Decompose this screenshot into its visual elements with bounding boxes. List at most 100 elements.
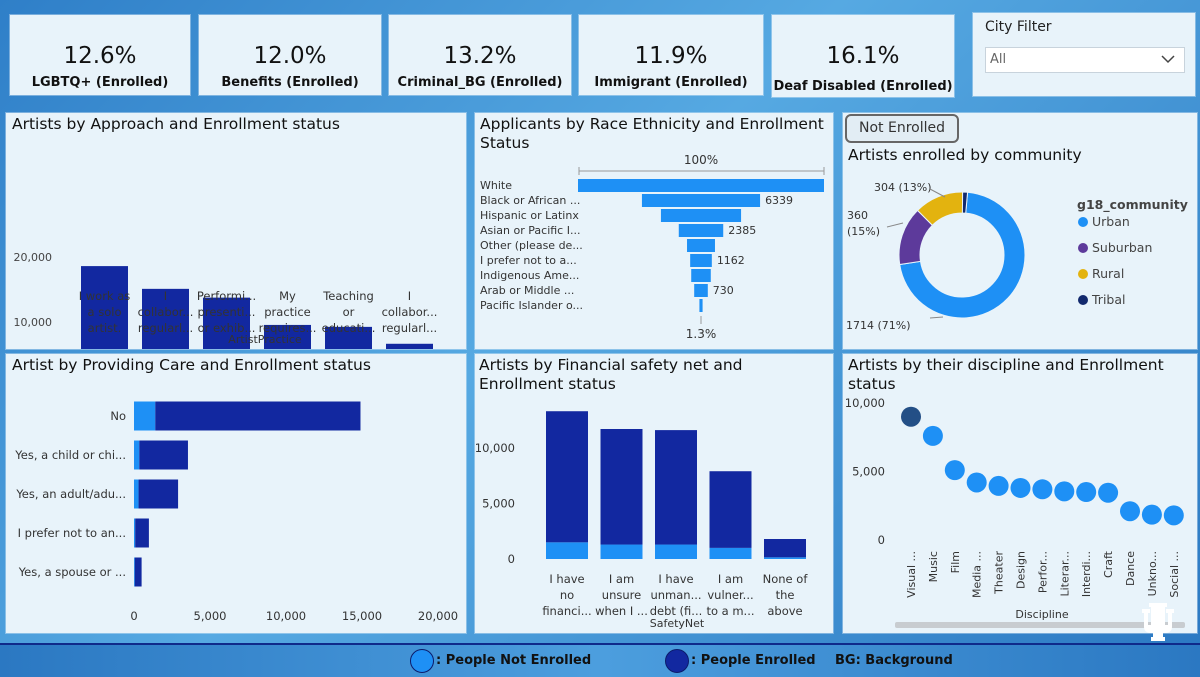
x-tick-label: or exhib... <box>198 321 256 335</box>
kpi-card-criminal-bg[interactable]: 13.2% Criminal_BG (Enrolled) <box>389 15 571 95</box>
x-tick-label: I <box>408 289 411 303</box>
x-tick-label: Design <box>1015 551 1028 589</box>
x-tick-label: regularl... <box>382 321 437 335</box>
funnel-category-label: Indigenous Ame... <box>480 269 579 282</box>
enrolled-legend-dot <box>665 649 689 673</box>
kpi-label: Benefits (Enrolled) <box>221 75 359 90</box>
donut-data-label: (15%) <box>847 225 880 238</box>
bar-not-enrolled <box>134 518 136 548</box>
donut-leader-line <box>929 316 944 319</box>
x-axis-title: Discipline <box>1015 608 1068 621</box>
x-tick-label: Interdi... <box>1080 551 1093 597</box>
x-tick-label: unman... <box>650 588 701 602</box>
x-tick-label: Theater <box>993 551 1006 595</box>
safety-chart-panel: Artists by Financial safety net and Enro… <box>475 354 833 633</box>
bar-enrolled <box>386 343 433 349</box>
legend-dot <box>1078 217 1088 227</box>
funnel-bar <box>690 254 712 267</box>
donut-leader-line <box>929 188 946 198</box>
bar-enrolled <box>81 266 128 349</box>
bar-not-enrolled <box>546 542 588 559</box>
funnel-category-label: Other (please de... <box>480 239 583 252</box>
x-tick-label: artist. <box>88 321 122 335</box>
x-tick-label: collabor... <box>382 305 438 319</box>
funnel-bar <box>660 209 742 222</box>
x-tick-label: Craft <box>1102 550 1115 578</box>
x-tick-label: no <box>560 588 574 602</box>
kpi-label: LGBTQ+ (Enrolled) <box>31 75 169 90</box>
footer-legend: : People Not Enrolled : People Enrolled … <box>0 643 1200 677</box>
x-tick-label: presenti... <box>198 305 256 319</box>
x-tick-label: Music <box>927 551 940 582</box>
x-tick-label: requires... <box>259 321 317 335</box>
bar-not-enrolled <box>134 440 140 470</box>
funnel-category-label: I prefer not to a... <box>480 254 577 267</box>
y-tick-label: 10,000 <box>845 396 885 410</box>
kpi-card-immigrant[interactable]: 11.9% Immigrant (Enrolled) <box>579 15 763 95</box>
kpi-value: 11.9% <box>634 43 708 69</box>
bar-enrolled <box>203 297 250 349</box>
university-trident-logo <box>1138 603 1178 647</box>
bar-not-enrolled <box>134 557 135 587</box>
x-axis-title: SafetyNet <box>650 617 705 630</box>
x-tick-label: unsure <box>602 588 641 602</box>
y-tick-label: Yes, an adult/adu... <box>15 487 126 501</box>
legend-item-label: Rural <box>1092 266 1124 281</box>
x-tick-label: 0 <box>130 609 137 623</box>
chart-title: Artists by Approach and Enrollment statu… <box>12 115 340 133</box>
bar-not-enrolled <box>600 544 643 559</box>
scatter-point <box>1098 482 1119 503</box>
kpi-card-deaf-disabled[interactable]: 16.1% Deaf Disabled (Enrolled) <box>772 15 954 97</box>
y-tick-label: 10,000 <box>14 316 53 329</box>
legend-item-label: Urban <box>1092 214 1130 229</box>
chart-title: Artist by Providing Care and Enrollment … <box>12 356 371 374</box>
x-tick-label: Visual ... <box>905 551 918 598</box>
discipline-chart-panel: Artists by their discipline and Enrollme… <box>843 354 1197 633</box>
scatter-point <box>988 475 1009 496</box>
x-tick-label: Teaching <box>322 289 374 303</box>
funnel-data-label: 6339 <box>765 194 793 207</box>
x-tick-label: Literar... <box>1058 551 1071 597</box>
funnel-bar <box>691 269 711 282</box>
x-tick-label: Social ... <box>1168 551 1181 598</box>
approach-chart-panel: Artists by Approach and Enrollment statu… <box>6 113 466 349</box>
donut-leader-line <box>886 222 904 228</box>
city-filter-panel: City Filter All <box>973 13 1195 96</box>
enrolled-legend-label: : People Enrolled <box>691 653 816 668</box>
city-filter-dropdown[interactable]: All <box>985 47 1185 73</box>
bar-enrolled <box>264 324 311 349</box>
scatter-point <box>1054 481 1075 502</box>
not-enrolled-toggle-button[interactable]: Not Enrolled <box>845 114 959 143</box>
kpi-card-lgbtq[interactable]: 12.6% LGBTQ+ (Enrolled) <box>10 15 190 95</box>
y-tick-label: Yes, a child or chi... <box>14 448 126 462</box>
kpi-card-benefits[interactable]: 12.0% Benefits (Enrolled) <box>199 15 381 95</box>
x-tick-label: Media ... <box>971 551 984 598</box>
bar-enrolled <box>142 288 189 349</box>
kpi-label: Immigrant (Enrolled) <box>594 75 748 90</box>
y-tick-label: 5,000 <box>852 465 885 479</box>
bar-enrolled <box>135 518 149 548</box>
donut-data-label: 1714 (71%) <box>846 319 911 332</box>
x-tick-label: above <box>767 604 802 618</box>
x-tick-label: None of <box>763 572 809 586</box>
scatter-point <box>1010 477 1031 498</box>
bar-enrolled <box>325 326 372 349</box>
funnel-category-label: Arab or Middle ... <box>480 284 574 297</box>
scatter-point <box>1120 501 1140 522</box>
scatter-point <box>1076 482 1097 503</box>
y-tick-label: I prefer not to an... <box>18 526 126 540</box>
not-enrolled-legend-label: : People Not Enrolled <box>436 653 592 668</box>
legend-item-label: Suburban <box>1092 240 1152 255</box>
kpi-label: Criminal_BG (Enrolled) <box>397 75 563 90</box>
funnel-data-label: 2385 <box>728 224 756 237</box>
funnel-data-label: 730 <box>713 284 734 297</box>
scatter-point <box>1032 479 1053 500</box>
funnel-top-label: 100% <box>684 153 718 167</box>
not-enrolled-legend-dot <box>410 649 434 673</box>
x-tick-label: I work as <box>79 289 131 303</box>
y-tick-label: 0 <box>508 552 515 566</box>
chevron-down-icon <box>1160 51 1176 71</box>
bar-not-enrolled <box>709 547 752 559</box>
bar-enrolled <box>600 429 643 545</box>
